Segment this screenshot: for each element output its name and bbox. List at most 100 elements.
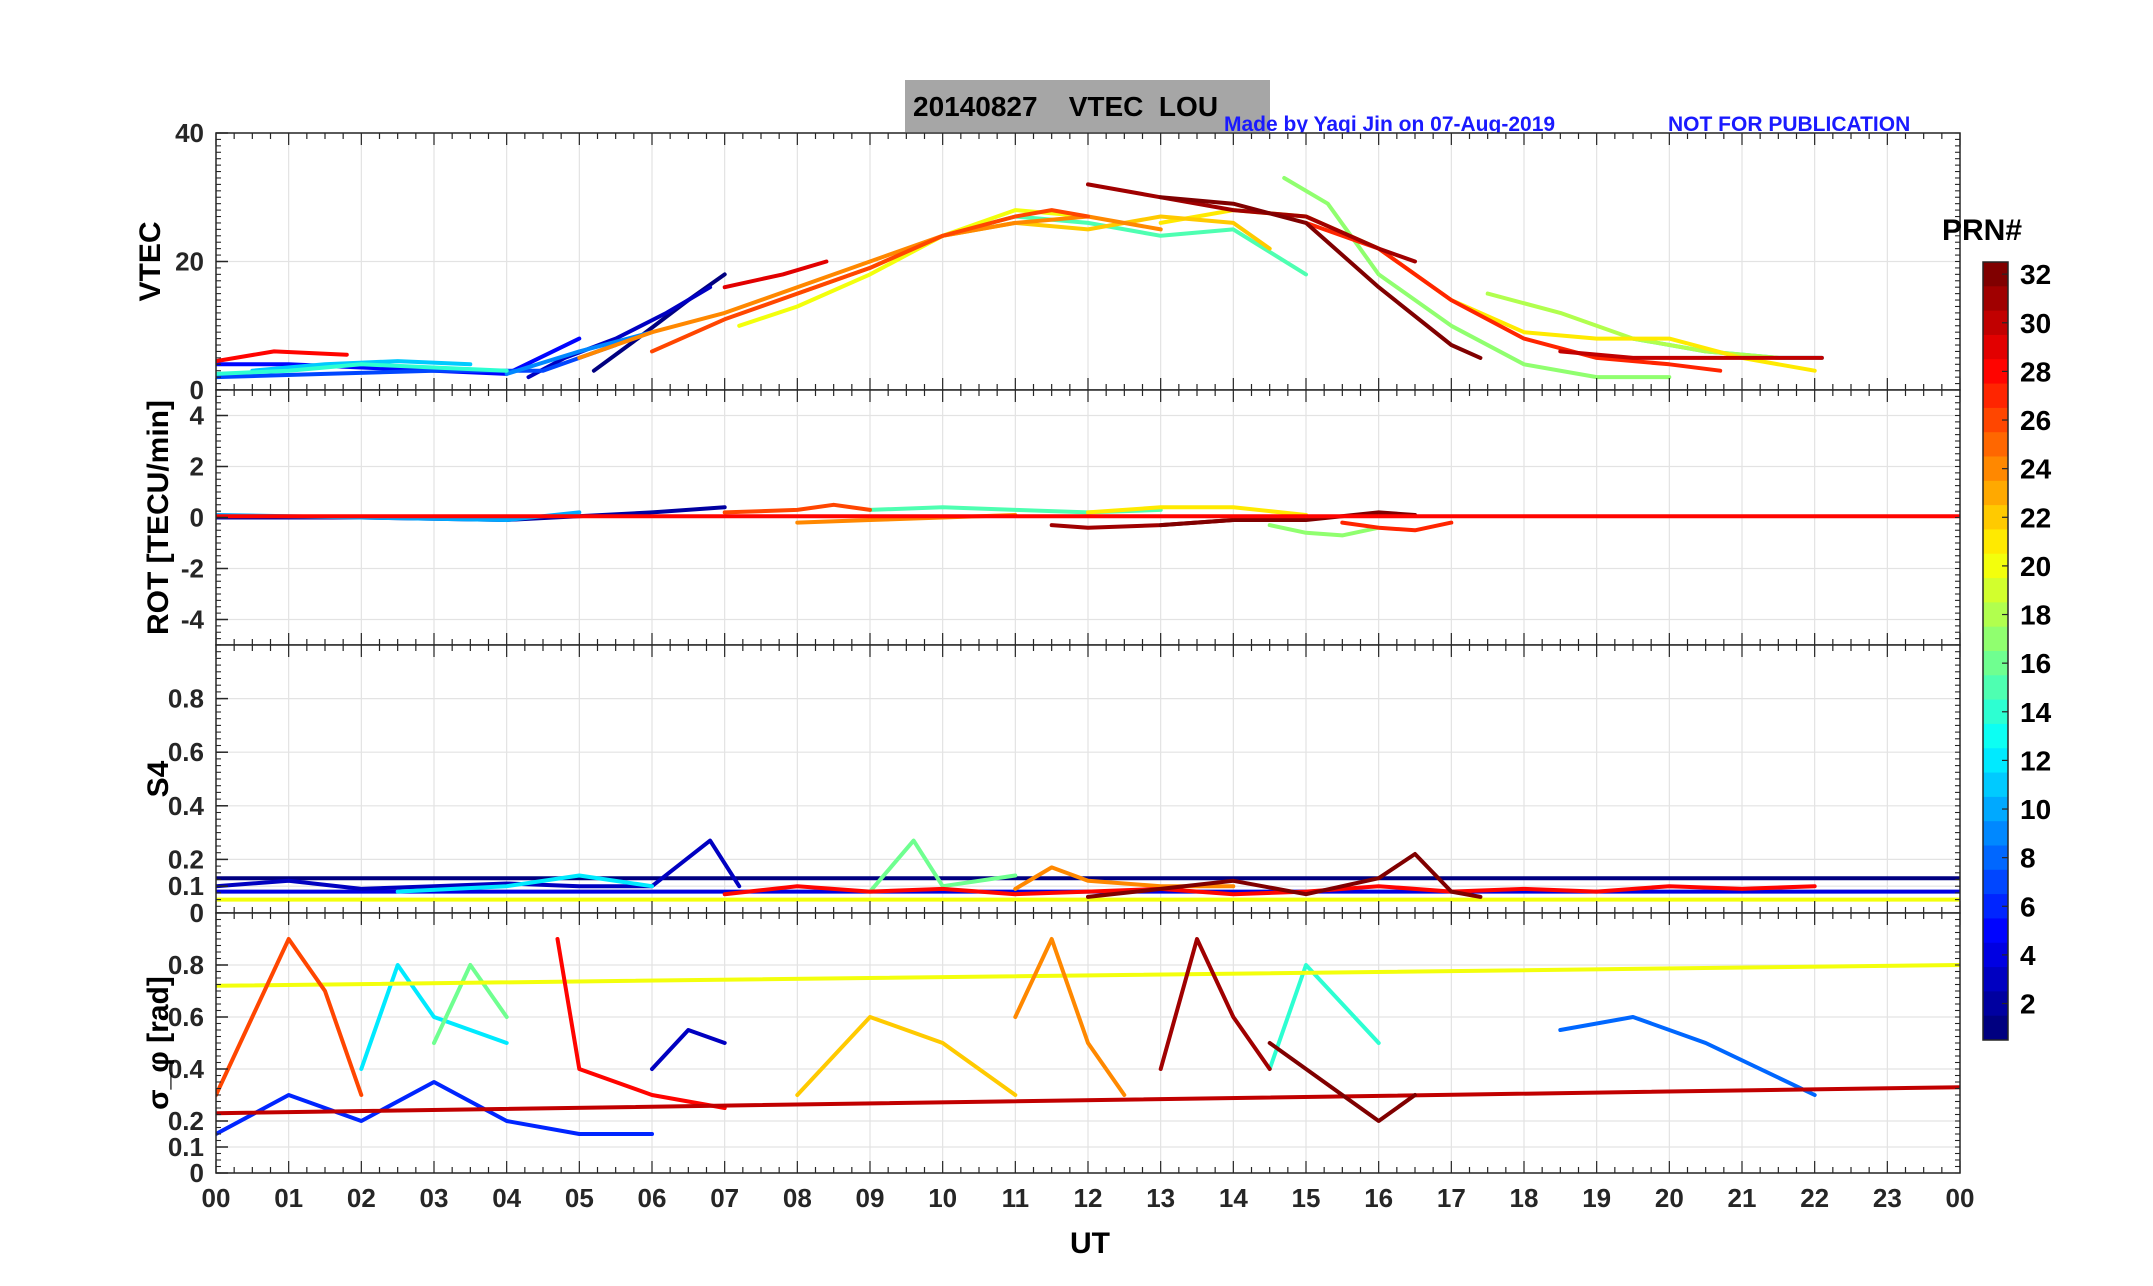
x-tick-label: 12: [1074, 1183, 1103, 1213]
colorbar-tick-label: 18: [2020, 600, 2051, 631]
colorbar-tick-label: 16: [2020, 648, 2051, 679]
x-tick-label: 21: [1728, 1183, 1757, 1213]
y-axis-label-sigma_phi: σ_φ [rad]: [142, 976, 175, 1110]
series-prn-9: [504, 330, 654, 376]
y-tick-label: 0.1: [168, 1132, 204, 1162]
x-tick-label: 01: [274, 1183, 303, 1213]
colorbar-cell-1: [1983, 1015, 2008, 1041]
y-tick-label: 0.4: [168, 1054, 205, 1084]
colorbar-tick-label: 30: [2020, 308, 2051, 339]
publication-notice: NOT FOR PUBLICATION: [1668, 113, 1910, 136]
colorbar-cell-21: [1983, 529, 2008, 555]
series-group: [216, 937, 1960, 1136]
x-tick-label: 22: [1800, 1183, 1829, 1213]
series-prn-26: [722, 502, 872, 515]
series-prn-30: [1558, 349, 1824, 360]
y-axis-label-s4: S4: [142, 760, 175, 797]
series-prn-3: [526, 285, 713, 380]
series-group: [216, 176, 1824, 380]
series-prn-32: [1267, 1041, 1417, 1123]
series-prn-31: [1158, 937, 1272, 1071]
x-tick-label: 00: [1946, 1183, 1975, 1213]
x-tick-label: 02: [347, 1183, 376, 1213]
x-tick-label: 23: [1873, 1183, 1902, 1213]
series-prn-32: [1158, 195, 1483, 360]
x-tick-label: 09: [856, 1183, 885, 1213]
series-prn-28: [555, 937, 727, 1110]
series-prn-7: [216, 343, 618, 380]
y-tick-label: 0.2: [168, 844, 204, 874]
colorbar-tick-label: 12: [2020, 745, 2051, 776]
series-prn-16: [868, 838, 1018, 894]
series-prn-24: [577, 214, 1163, 360]
y-tick-label: 0: [190, 898, 204, 928]
y-tick-label: 20: [175, 247, 204, 277]
colorbar-tick-label: 22: [2020, 502, 2051, 533]
colorbar-cell-17: [1983, 626, 2008, 652]
series-prn-20: [737, 208, 1090, 328]
colorbar-cell-3: [1983, 967, 2008, 992]
series-prn-14: [216, 362, 509, 376]
y-tick-label: 0.4: [168, 791, 205, 821]
x-tick-label: 03: [420, 1183, 449, 1213]
series-group: [216, 838, 1960, 902]
x-tick-label: 20: [1655, 1183, 1684, 1213]
series-prn-32: [1086, 852, 1483, 899]
y-axis-label-rot: ROT [TECU/min]: [142, 400, 175, 635]
x-tick-label: 16: [1364, 1183, 1393, 1213]
series-prn-12: [395, 873, 654, 894]
series-prn-21: [1086, 505, 1308, 517]
y-tick-label: -4: [181, 605, 205, 635]
series-prn-3: [216, 838, 742, 891]
colorbar: PRN# 32 30 28 26 24 22 20 18 16 14 12 10 8 6 4 2: [1942, 214, 2052, 1041]
series-prn-6: [216, 1080, 654, 1136]
series-prn-28: [216, 349, 349, 364]
series-prn-12: [359, 963, 509, 1071]
y-tick-label: 0: [190, 1158, 204, 1188]
x-axis-ticks: 00 01 02 03 04 05 06 07 08 09 10 11 12 13 14 15 16 17 18 19…: [202, 1183, 1975, 1213]
panel-vtec: 0 20 40 VTEC: [134, 118, 1961, 405]
x-tick-label: 17: [1437, 1183, 1466, 1213]
x-tick-label: 04: [492, 1183, 521, 1213]
x-tick-label: 00: [202, 1183, 231, 1213]
y-tick-label: 4: [190, 401, 205, 431]
colorbar-cell-9: [1983, 821, 2008, 846]
series-prn-32: [1158, 510, 1417, 528]
series-prn-20: [216, 963, 1960, 988]
colorbar-cell-23: [1983, 480, 2008, 506]
x-tick-label: 05: [565, 1183, 594, 1213]
x-tick-label: 15: [1292, 1183, 1321, 1213]
colorbar-cell-7: [1983, 869, 2008, 895]
x-axis-label: UT: [1070, 1227, 1110, 1260]
colorbar-tick-label: 6: [2020, 891, 2036, 922]
series-prn-14: [1267, 963, 1381, 1071]
colorbar-tick-label: 24: [2020, 454, 2052, 485]
colorbar-cell-15: [1983, 675, 2008, 701]
panel-rot: -4 -2 0 2 4 ROT [TECU/min]: [142, 389, 1961, 646]
x-tick-label: 18: [1510, 1183, 1539, 1213]
colorbar-cell-27: [1983, 383, 2008, 409]
x-tick-label: 06: [638, 1183, 667, 1213]
series-prn-16: [432, 963, 509, 1045]
y-tick-label: 0: [190, 375, 204, 405]
y-tick-label: -2: [181, 554, 204, 584]
series-group: [216, 502, 1960, 538]
x-tick-label: 07: [710, 1183, 739, 1213]
y-tick-label: 0.8: [168, 950, 204, 980]
colorbar-cell-31: [1983, 286, 2008, 312]
series-prn-28: [722, 884, 1817, 897]
panel-sigma_phi: 00.10.2 0.4 0.6 0.8σ_φ [rad]: [142, 912, 1961, 1188]
colorbar-tick-label: 26: [2020, 405, 2051, 436]
series-prn-24: [1013, 937, 1127, 1097]
colorbar-cell-19: [1983, 578, 2008, 603]
series-prn-26: [650, 208, 1090, 354]
x-tick-label: 11: [1002, 1183, 1030, 1213]
colorbar-tick-label: 2: [2020, 989, 2036, 1020]
y-tick-label: 2: [190, 452, 204, 482]
y-tick-label: 0.2: [168, 1106, 204, 1136]
series-prn-5: [216, 336, 582, 376]
x-tick-label: 10: [928, 1183, 957, 1213]
y-tick-label: 0: [190, 503, 204, 533]
series-prn-22: [795, 1015, 1018, 1097]
